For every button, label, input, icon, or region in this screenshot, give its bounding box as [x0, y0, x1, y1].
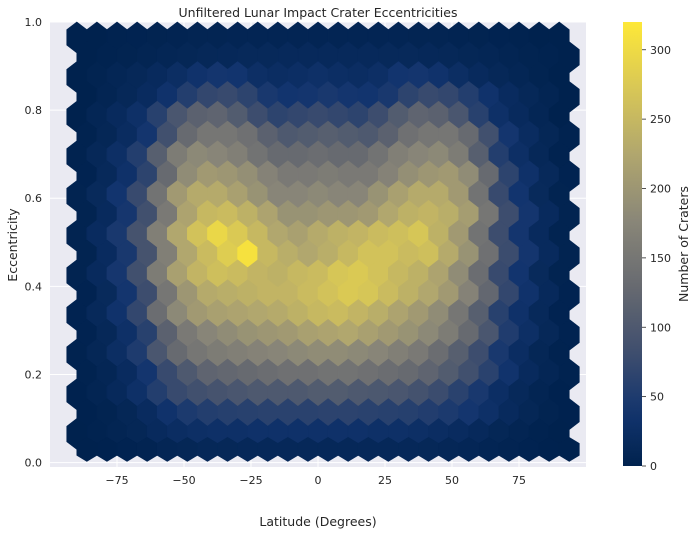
x-axis-ticks: −75 −50 −25 0 25 50 75 — [105, 474, 526, 487]
y-tick-label: 0.6 — [25, 192, 43, 205]
colorbar-label: Number of Craters — [676, 186, 691, 302]
x-tick-label: 25 — [378, 474, 392, 487]
y-tick-label: 0.8 — [25, 104, 43, 117]
y-tick-label: 0.2 — [25, 368, 43, 381]
colorbar — [623, 22, 642, 466]
colorbar-tick-label: 200 — [650, 183, 671, 196]
y-tick-label: 0.4 — [25, 280, 43, 293]
colorbar-tick-label: 50 — [650, 391, 664, 404]
y-tick-label: 0.0 — [25, 457, 43, 470]
colorbar-tick-label: 0 — [650, 460, 657, 473]
chart-title: Unfiltered Lunar Impact Crater Eccentric… — [179, 5, 458, 20]
colorbar-tick-label: 250 — [650, 113, 671, 126]
y-axis-ticks: 0.0 0.2 0.4 0.6 0.8 1.0 — [25, 16, 43, 470]
hex-bin — [558, 437, 580, 462]
y-tick-label: 1.0 — [25, 16, 43, 29]
x-tick-label: 0 — [315, 474, 322, 487]
x-tick-label: 75 — [512, 474, 526, 487]
colorbar-ticks: 0 50 100 150 200 250 300 — [642, 44, 671, 473]
x-tick-label: −75 — [105, 474, 128, 487]
colorbar-tick-label: 300 — [650, 44, 671, 57]
hex-bins — [66, 21, 580, 462]
y-axis-label: Eccentricity — [5, 208, 20, 282]
x-tick-label: 50 — [445, 474, 459, 487]
x-tick-label: −25 — [239, 474, 262, 487]
x-axis-label: Latitude (Degrees) — [259, 514, 376, 529]
colorbar-tick-label: 100 — [650, 321, 671, 334]
x-tick-label: −50 — [172, 474, 195, 487]
colorbar-tick-label: 150 — [650, 252, 671, 265]
